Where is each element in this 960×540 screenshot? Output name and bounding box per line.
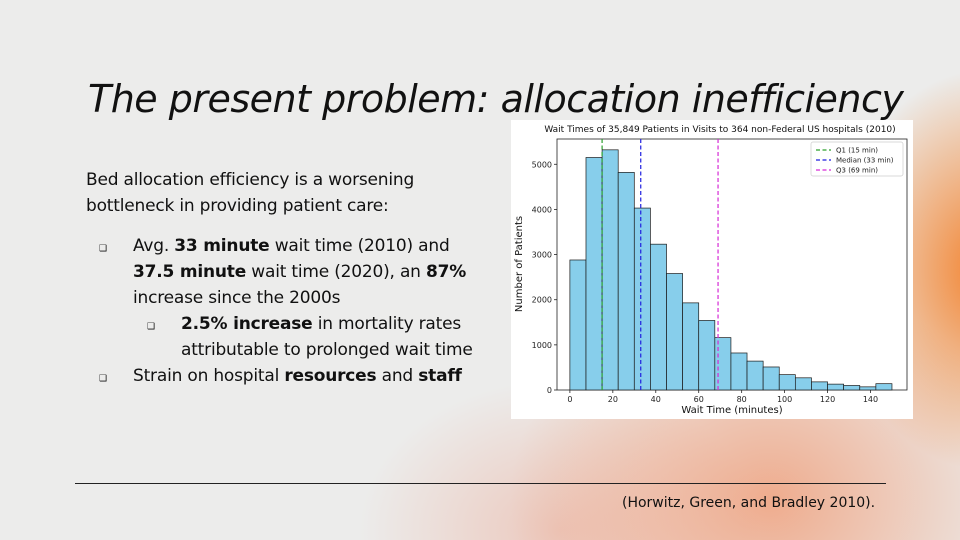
bullet-strain: ❑ Strain on hospital resources and staff	[86, 363, 486, 389]
histogram-bar	[633, 207, 651, 391]
chart-title: Wait Times of 35,849 Patients in Visits …	[544, 125, 895, 135]
histogram-bar	[698, 320, 716, 391]
y-tick-label: 4000	[532, 205, 552, 214]
histogram-bar	[666, 273, 683, 391]
x-tick-label: 40	[651, 395, 661, 404]
intro-text: Bed allocation efficiency is a worsening…	[86, 170, 415, 216]
legend: Q1 (15 min) Median (33 min) Q3 (69 min)	[810, 141, 904, 177]
bullet-bold: 2.5% increase	[181, 314, 313, 334]
y-tick-label: 2000	[532, 296, 552, 305]
histogram-bar	[827, 383, 845, 391]
bullet-text: and	[376, 366, 419, 386]
bullet-text: Strain on hospital	[133, 366, 285, 386]
citation: (Horwitz, Green, and Bradley 2010).	[622, 495, 876, 511]
bullet-bold: 87%	[425, 262, 467, 282]
bars-group	[569, 149, 893, 391]
bullet-bold: 33 minute	[174, 236, 270, 256]
histogram-bar	[811, 381, 828, 391]
slide-title: The present problem: allocation ineffici…	[88, 77, 904, 122]
histogram-bar	[714, 337, 732, 391]
bullet-marker-icon: ❑	[99, 374, 107, 384]
histogram-bar	[778, 374, 796, 391]
bullet-text: increase since the 2000s	[133, 288, 341, 308]
chart-svg: Wait Times of 35,849 Patients in Visits …	[514, 125, 908, 416]
bullet-text: in mortality rates attributable to prolo…	[181, 314, 473, 360]
x-axis-label: Wait Time (minutes)	[681, 405, 782, 416]
x-tick-label: 20	[608, 395, 618, 404]
histogram-bar	[762, 366, 780, 391]
quartile-lines	[601, 139, 719, 390]
legend-label: Q1 (15 min)	[836, 147, 878, 155]
bullet-bold: resources	[284, 366, 377, 386]
bullet-list: ❑ Avg. 33 minute wait time (2010) and 37…	[86, 233, 486, 389]
y-tick-label: 5000	[532, 160, 552, 169]
histogram-bar	[682, 302, 700, 391]
bullet-wait-time: ❑ Avg. 33 minute wait time (2010) and 37…	[86, 233, 486, 311]
histogram-bar	[585, 157, 603, 391]
sub-bullet-marker-icon: ❑	[147, 322, 155, 332]
x-tick-label: 100	[777, 395, 792, 404]
bullet-bold: staff	[418, 366, 462, 386]
histogram-chart: Wait Times of 35,849 Patients in Visits …	[511, 120, 913, 419]
x-tick-label: 80	[737, 395, 747, 404]
bullet-text: wait time (2020), an	[246, 262, 426, 282]
y-axis-label: Number of Patients	[514, 216, 525, 312]
histogram-bar	[730, 352, 748, 391]
histogram-bar	[746, 360, 764, 391]
legend-box	[810, 141, 904, 177]
histogram-bar	[617, 172, 635, 391]
histogram-bar	[569, 259, 587, 391]
divider-line	[75, 483, 886, 484]
x-tick-label: 0	[567, 395, 572, 404]
bullet-bold: 37.5 minute	[133, 262, 247, 282]
y-tick-label: 3000	[532, 251, 552, 260]
histogram-bar	[875, 383, 893, 391]
y-axis: 0 1000 2000 3000 4000 5000	[532, 160, 557, 395]
x-axis: 0 20 40 60 80 100 120 140	[567, 390, 878, 404]
x-tick-label: 60	[694, 395, 704, 404]
histogram-bar	[650, 243, 667, 391]
sub-bullet-mortality: ❑ 2.5% increase in mortality rates attri…	[86, 311, 486, 363]
histogram-bar	[794, 377, 812, 391]
bullet-marker-icon: ❑	[99, 244, 107, 254]
legend-label: Q3 (69 min)	[836, 167, 878, 175]
y-tick-label: 0	[547, 386, 552, 395]
histogram-bar	[843, 385, 861, 391]
histogram-bar	[859, 386, 877, 391]
x-tick-label: 120	[820, 395, 835, 404]
legend-label: Median (33 min)	[836, 157, 894, 165]
x-tick-label: 140	[863, 395, 878, 404]
bullet-text: wait time (2010) and	[269, 236, 450, 256]
y-tick-label: 1000	[532, 341, 552, 350]
histogram-bar	[601, 149, 619, 391]
bullet-text: Avg.	[133, 236, 175, 256]
